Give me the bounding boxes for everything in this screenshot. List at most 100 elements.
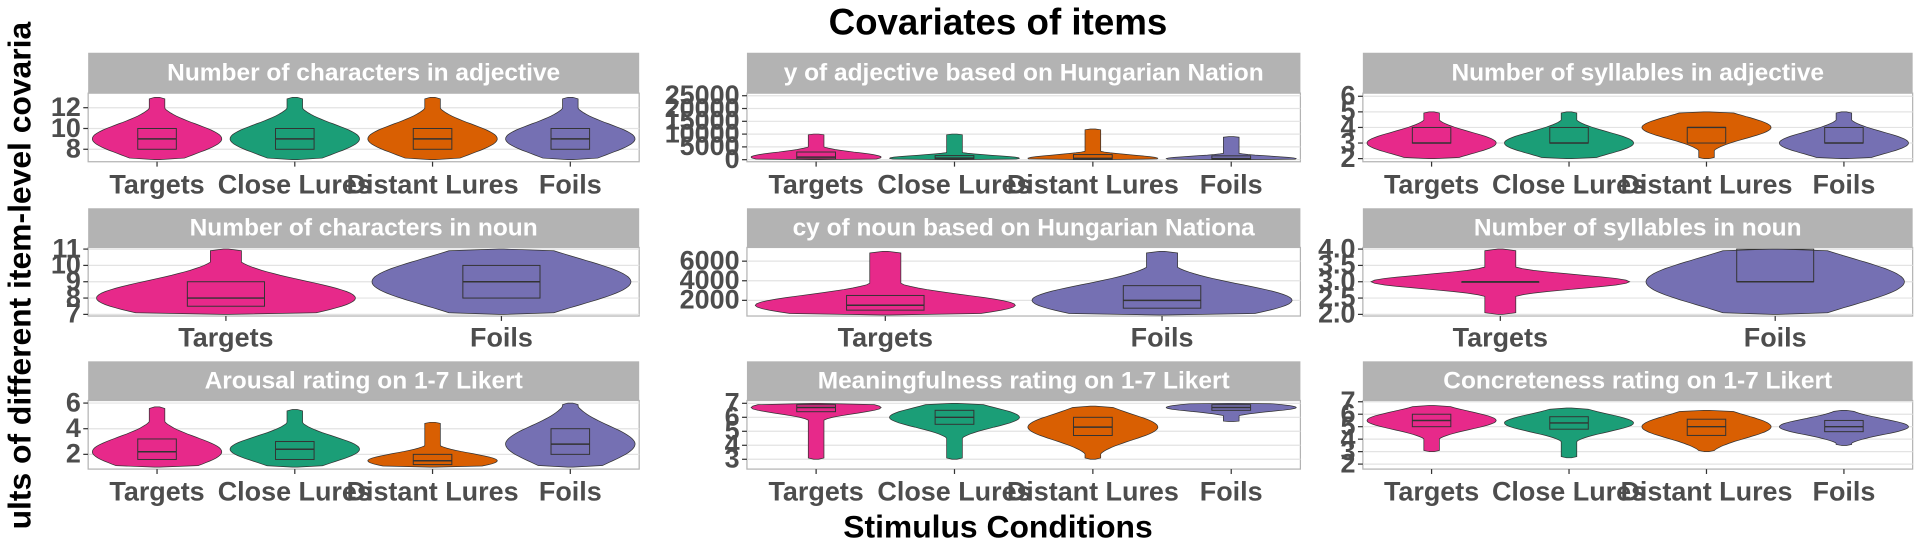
- x-tick-label: Foils: [1131, 322, 1194, 352]
- y-tick-label: 7: [66, 299, 81, 329]
- violin: [1779, 410, 1909, 446]
- x-tick-label: Distant Lures: [1007, 477, 1179, 507]
- x-tick-label: Distant Lures: [1007, 169, 1179, 199]
- x-tick-label: Targets: [178, 322, 273, 352]
- y-tick-label: 11: [52, 233, 80, 263]
- strip: [88, 208, 640, 248]
- violin: [229, 409, 360, 468]
- box: [796, 151, 836, 160]
- x-tick-label: Targets: [838, 322, 933, 352]
- x-tick-label: Close Lures: [218, 169, 372, 199]
- x-axis-label: Stimulus Conditions: [843, 508, 1152, 544]
- box: [275, 441, 315, 460]
- box: [846, 294, 925, 311]
- x-tick-label: Foils: [1200, 477, 1263, 507]
- violin: [505, 402, 636, 468]
- y-tick-label: 8: [66, 282, 81, 312]
- x-tick-label: Targets: [109, 169, 204, 199]
- y-tick-label: 15000: [665, 106, 740, 136]
- strip-title: Number of syllables in adjective: [1451, 60, 1824, 87]
- x-tick-label: Targets: [1384, 169, 1479, 199]
- x-tick-label: Close Lures: [218, 477, 372, 507]
- y-tick-label: 4000: [680, 265, 740, 295]
- x-tick-label: Distant Lures: [1620, 477, 1792, 507]
- violin: [1503, 407, 1635, 459]
- x-tick-label: Foils: [470, 322, 533, 352]
- strip-title: cy of noun based on Hungarian Nationa: [793, 215, 1256, 242]
- box: [1122, 285, 1202, 309]
- x-tick-label: Targets: [1384, 477, 1479, 507]
- x-tick-label: Distant Lures: [1620, 169, 1792, 199]
- box: [934, 155, 975, 160]
- x-tick-label: Foils: [1200, 169, 1263, 199]
- box: [186, 281, 265, 307]
- violin: [367, 421, 498, 468]
- x-tick-label: Targets: [768, 477, 863, 507]
- y-tick-label: 8: [66, 134, 81, 164]
- strip: [88, 52, 640, 94]
- y-tick-label: 4: [1341, 112, 1356, 142]
- x-tick-label: Close Lures: [1492, 477, 1646, 507]
- violin: [1165, 402, 1297, 422]
- y-tick-label: 5: [1341, 411, 1356, 441]
- y-tick-label: 10000: [665, 118, 740, 148]
- y-tick-label: 9: [66, 266, 81, 296]
- strip-title: Number of syllables in noun: [1474, 215, 1802, 242]
- box: [1072, 154, 1113, 160]
- strip: [88, 361, 640, 401]
- y-tick-label: 2: [1341, 143, 1356, 173]
- y-tick-label: 6: [1341, 399, 1356, 429]
- violin: [1641, 410, 1772, 452]
- violin: [750, 133, 882, 161]
- strip-title: Number of characters in adjective: [167, 60, 560, 87]
- y-tick-label: 2: [1341, 448, 1356, 478]
- violin: [750, 402, 882, 460]
- y-tick-label: 2.0: [1318, 299, 1355, 329]
- y-tick-label: 2: [66, 439, 81, 469]
- y-tick-label: 25000: [665, 80, 740, 110]
- x-tick-label: Targets: [1453, 322, 1548, 352]
- x-tick-label: Foils: [1813, 477, 1876, 507]
- violin: [1641, 111, 1772, 160]
- y-axis-label: ults of different item-level covaria: [1, 22, 37, 530]
- violin: [91, 406, 223, 468]
- strip: [746, 52, 1301, 94]
- x-tick-label: Close Lures: [877, 477, 1031, 507]
- x-tick-label: Foils: [539, 477, 602, 507]
- y-tick-label: 3.5: [1318, 250, 1355, 280]
- strip: [1362, 361, 1913, 401]
- y-tick-label: 5000: [680, 131, 740, 161]
- box: [137, 438, 177, 460]
- y-tick-label: 6: [66, 387, 81, 417]
- y-tick-label: 20000: [665, 93, 740, 123]
- y-tick-label: 7: [1341, 386, 1356, 416]
- y-tick-label: 0: [725, 144, 740, 174]
- y-tick-label: 4: [725, 430, 740, 460]
- y-tick-label: 4: [66, 413, 81, 443]
- violin: [1779, 111, 1909, 160]
- violin: [1165, 136, 1297, 161]
- y-tick-label: 5: [725, 416, 740, 446]
- x-tick-label: Distant Lures: [347, 477, 519, 507]
- chart-title: Covariates of items: [829, 1, 1168, 42]
- violin: [1027, 128, 1159, 161]
- violin: [1031, 250, 1293, 316]
- strip-title: Concreteness rating on 1-7 Likert: [1443, 368, 1832, 395]
- strip-title: Number of characters in noun: [190, 215, 538, 242]
- x-tick-label: Foils: [1744, 322, 1807, 352]
- y-tick-label: 4.0: [1318, 233, 1355, 263]
- y-tick-label: 12: [51, 92, 81, 122]
- strip-title: y of adjective based on Hungarian Nation: [784, 60, 1264, 87]
- y-tick-label: 7: [725, 388, 740, 418]
- y-tick-label: 4: [1341, 423, 1356, 453]
- box: [1211, 155, 1252, 160]
- x-tick-label: Close Lures: [877, 169, 1031, 199]
- y-tick-label: 6: [1341, 81, 1356, 111]
- y-tick-label: 10: [51, 250, 81, 280]
- y-tick-label: 3: [725, 444, 740, 474]
- y-tick-label: 3.0: [1318, 266, 1355, 296]
- y-tick-label: 6: [725, 402, 740, 432]
- strip: [1362, 52, 1913, 94]
